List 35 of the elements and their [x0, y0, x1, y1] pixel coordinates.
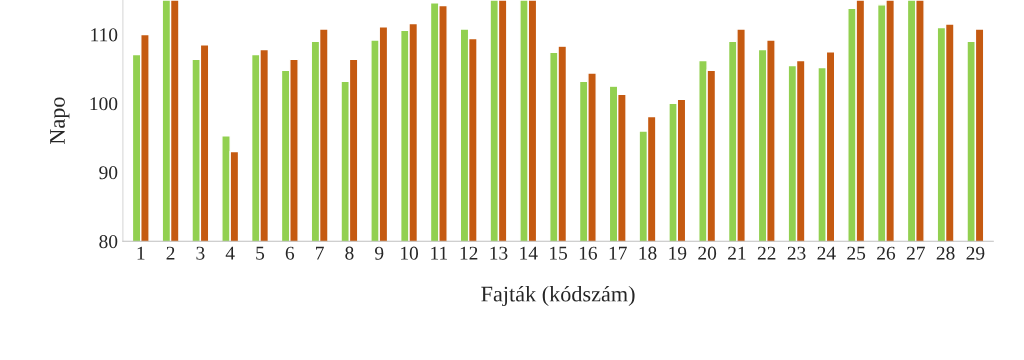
x-tick-label: 11: [431, 246, 448, 260]
y-tick-label: 80: [99, 235, 118, 249]
x-tick-label: 8: [345, 246, 354, 260]
x-tick-label: 14: [520, 246, 538, 260]
x-tick-label: 19: [669, 246, 687, 260]
x-tick-label: 2: [166, 246, 175, 260]
x-tick-label: 6: [285, 246, 295, 260]
x-tick-label: 15: [550, 246, 568, 260]
y-axis-title: Napo: [50, 97, 70, 145]
y-tick-label: 110: [91, 28, 118, 42]
x-tick-label: 4: [225, 246, 235, 260]
y-tick-label: 100: [90, 97, 118, 111]
x-tick-label: 23: [787, 246, 806, 260]
x-tick-label: 18: [639, 246, 657, 260]
x-tick-label: 20: [698, 246, 717, 260]
x-tick-label: 28: [936, 246, 955, 260]
x-tick-label: 24: [817, 246, 836, 260]
x-tick-label: 1: [137, 246, 145, 260]
x-tick-label: 12: [460, 246, 478, 260]
x-tick-label: 25: [847, 246, 866, 260]
x-tick-label: 27: [906, 246, 925, 260]
x-tick-label: 3: [196, 246, 205, 260]
x-tick-label: 13: [490, 246, 508, 260]
x-tick-label: 21: [728, 246, 746, 260]
x-tick-label: 9: [375, 246, 384, 260]
x-tick-label: 10: [401, 246, 419, 260]
x-tick-label: 5: [256, 246, 265, 260]
x-tick-label: 22: [757, 246, 776, 260]
x-tick-label: 29: [966, 246, 985, 260]
x-tick-label: 26: [877, 246, 896, 260]
x-tick-label: 7: [316, 246, 324, 260]
x-tick-label: 16: [579, 246, 598, 260]
x-axis-title: Fajták (kódszám): [481, 285, 635, 307]
x-tick-label: 17: [609, 246, 627, 260]
y-tick-label: 90: [99, 166, 118, 180]
